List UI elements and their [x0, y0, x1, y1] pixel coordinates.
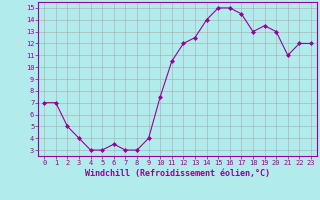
X-axis label: Windchill (Refroidissement éolien,°C): Windchill (Refroidissement éolien,°C) — [85, 169, 270, 178]
